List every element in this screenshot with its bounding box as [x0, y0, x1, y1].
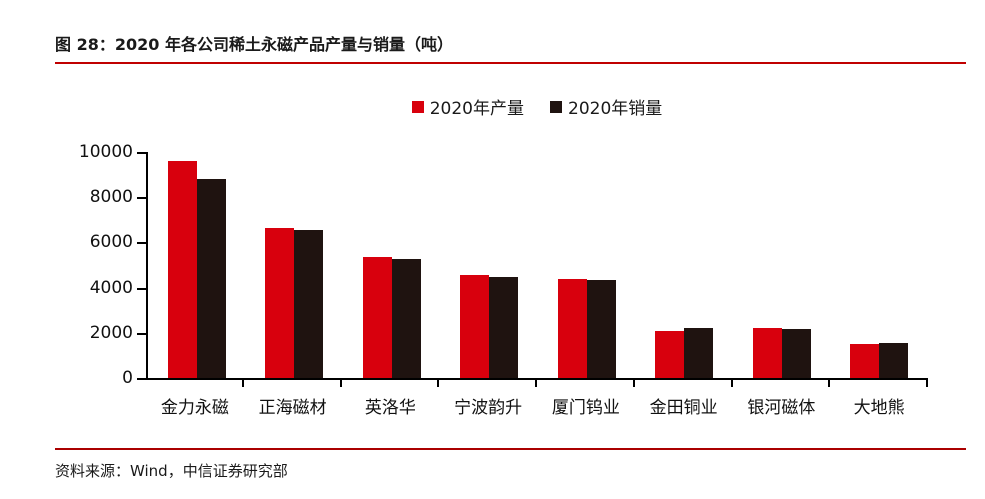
bar-group	[831, 152, 929, 378]
bar-sales	[489, 277, 519, 378]
bar-sales	[294, 229, 324, 378]
x-axis-line	[137, 378, 928, 380]
title-divider	[55, 62, 966, 64]
y-tick-mark	[137, 287, 146, 290]
legend-item: 2020年产量	[411, 94, 524, 119]
plot-area	[137, 152, 928, 387]
bar-production	[167, 161, 197, 378]
x-tick-mark	[535, 380, 537, 387]
bar-production	[850, 344, 880, 378]
footer-divider	[55, 448, 966, 450]
x-tick-mark	[926, 380, 928, 387]
bar-production	[362, 257, 392, 378]
x-tick-mark	[339, 380, 342, 387]
bar-sales	[879, 342, 909, 378]
bar-production	[655, 330, 685, 378]
y-tick-mark	[137, 242, 146, 245]
bar-group	[636, 152, 734, 378]
y-tick-label: 2000	[89, 322, 133, 343]
source-note: 资料来源：Wind，中信证券研究部	[55, 462, 288, 480]
x-axis-label: 厦门钨业	[551, 398, 620, 418]
x-axis-label: 正海磁材	[258, 398, 327, 418]
bar-group	[733, 152, 831, 378]
bar-group	[148, 152, 246, 378]
bar-production	[557, 278, 587, 378]
bar-production	[460, 275, 490, 378]
bar-group	[343, 152, 441, 378]
y-axis: 0 2000 4000 6000 8000 10000	[0, 143, 133, 387]
bar-group	[441, 152, 539, 378]
y-tick-label: 6000	[89, 232, 133, 253]
legend-label: 2020年产量	[429, 99, 524, 119]
x-axis-label: 英洛华	[364, 398, 416, 418]
legend-swatch-icon	[550, 100, 562, 113]
x-axis-label: 金力永磁	[160, 398, 229, 418]
x-tick-mark	[828, 380, 831, 387]
bar-sales	[684, 328, 714, 378]
x-axis-labels: 金力永磁 正海磁材 英洛华 宁波韵升 厦门钨业 金田铜业 银河磁体 大地熊	[146, 393, 928, 418]
legend-label: 2020年销量	[568, 99, 663, 119]
legend-item: 2020年销量	[550, 94, 662, 119]
x-axis-label: 银河磁体	[747, 398, 816, 418]
figure-title: 图 28：2020 年各公司稀土永磁产品产量与销量（吨）	[55, 35, 453, 54]
x-tick-mark	[632, 380, 635, 387]
legend-swatch-icon	[411, 100, 424, 113]
y-tick-mark	[137, 152, 146, 154]
y-tick-mark	[137, 197, 146, 200]
bar-sales	[781, 329, 811, 378]
y-tick-label: 4000	[89, 277, 133, 298]
bar-sales	[391, 259, 421, 378]
bar-production	[265, 227, 295, 378]
bar-group	[246, 152, 344, 378]
y-tick-label: 0	[122, 368, 133, 388]
x-tick-mark	[437, 380, 440, 387]
bar-sales	[586, 279, 616, 378]
bar-production	[752, 328, 782, 378]
x-axis-label: 宁波韵升	[454, 398, 523, 418]
x-tick-mark	[730, 380, 733, 387]
y-axis-line	[146, 152, 148, 380]
bar-group	[538, 152, 636, 378]
bar-groups	[148, 152, 928, 378]
y-tick-label: 10000	[78, 142, 133, 162]
x-axis-label: 金田铜业	[649, 398, 718, 418]
bar-sales	[196, 179, 226, 378]
y-tick-label: 8000	[89, 187, 133, 208]
x-axis-label: 大地熊	[853, 398, 905, 418]
y-tick-mark	[137, 332, 146, 335]
x-tick-mark	[241, 380, 244, 387]
chart-legend: 2020年产量 2020年销量	[146, 94, 928, 119]
